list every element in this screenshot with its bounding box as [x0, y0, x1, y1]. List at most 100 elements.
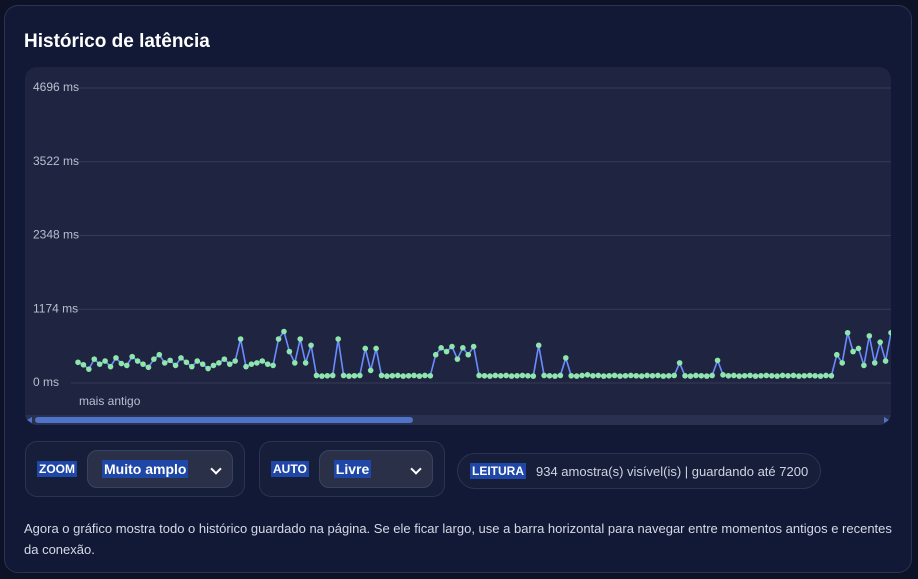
latency-point — [850, 348, 856, 355]
latency-point — [806, 372, 813, 379]
latency-card: Histórico de latência 0 ms 1174 ms 2348 ms… — [4, 5, 912, 573]
latency-point — [465, 351, 472, 358]
control-label: AUTO — [271, 461, 309, 477]
latency-point — [774, 373, 780, 379]
latency-point — [226, 361, 233, 367]
zoom-select[interactable]: Muito amplo — [87, 450, 233, 488]
latency-point — [600, 373, 607, 379]
latency-point — [107, 363, 114, 370]
latency-point — [264, 361, 271, 367]
latency-point — [628, 372, 634, 379]
latency-point — [861, 362, 867, 369]
scroll-right[interactable] — [884, 417, 889, 423]
chart: 0 ms 1174 ms 2348 ms 3522 ms 4696 ms mais ant… — [25, 67, 891, 425]
latency-point — [476, 372, 482, 379]
latency-point — [563, 355, 569, 361]
latency-point — [432, 351, 439, 358]
latency-point — [275, 336, 282, 342]
latency-point — [622, 372, 629, 379]
latency-point — [801, 372, 808, 379]
latency-point — [292, 360, 298, 366]
latency-point — [118, 360, 125, 367]
latency-point — [205, 365, 211, 372]
latency-point — [400, 373, 407, 379]
latency-point — [828, 372, 835, 379]
latency-point — [346, 373, 352, 379]
latency-point — [812, 372, 818, 379]
latency-point — [481, 372, 488, 379]
latency-point — [611, 372, 618, 379]
latency-point — [340, 372, 347, 379]
latency-point — [80, 361, 87, 368]
latency-point — [768, 372, 775, 379]
latency-point — [449, 343, 455, 350]
latency-point — [508, 373, 515, 379]
latency-point — [541, 372, 547, 379]
latency-point — [790, 372, 797, 379]
latency-point — [796, 373, 802, 379]
latency-point — [189, 363, 195, 370]
latency-point — [687, 373, 694, 379]
scrollbar-thumb[interactable] — [35, 417, 413, 423]
latency-point — [357, 372, 363, 379]
latency-point — [302, 360, 309, 366]
latency-point — [644, 372, 650, 379]
latency-point — [443, 348, 450, 355]
latency-point — [405, 372, 412, 379]
latency-point — [102, 358, 108, 364]
y-tick-label: 2348 ms — [33, 228, 79, 242]
latency-point — [839, 360, 846, 366]
latency-point — [720, 372, 726, 378]
latency-point — [649, 372, 656, 379]
latency-point — [671, 372, 677, 379]
latency-point — [709, 372, 715, 379]
latency-point — [145, 364, 152, 371]
scrollbar-track[interactable] — [25, 415, 891, 425]
latency-point — [519, 372, 526, 379]
latency-point — [725, 372, 732, 379]
auto-select[interactable]: Livre — [318, 450, 433, 488]
latency-point — [703, 373, 710, 379]
latency-point — [779, 372, 786, 379]
latency-point — [243, 363, 249, 370]
latency-point — [75, 359, 81, 366]
latency-point — [351, 372, 358, 379]
latency-point — [834, 351, 840, 358]
latency-point — [785, 372, 791, 379]
latency-point — [156, 351, 163, 358]
latency-point — [134, 358, 141, 364]
latency-point — [595, 372, 602, 379]
latency-point — [362, 345, 369, 352]
latency-point — [254, 360, 260, 366]
latency-point — [319, 373, 325, 379]
latency-point — [590, 372, 596, 379]
latency-point — [503, 372, 509, 379]
y-tick-label: 4696 ms — [33, 80, 79, 94]
latency-point — [281, 328, 287, 335]
latency-point — [633, 372, 640, 379]
latency-point — [172, 362, 179, 369]
latency-point — [129, 353, 135, 360]
latency-point — [335, 336, 341, 342]
latency-point — [210, 362, 217, 369]
scroll-left[interactable] — [27, 417, 32, 423]
latency-point — [324, 372, 331, 379]
latency-point — [286, 348, 293, 355]
latency-point — [248, 361, 255, 367]
latency-point — [487, 373, 493, 379]
latency-point — [573, 373, 580, 379]
zoom-control: ZOOM Muito amplo — [25, 441, 245, 497]
latency-point — [140, 361, 146, 367]
latency-point — [557, 372, 564, 379]
latency-point — [178, 355, 184, 361]
latency-point — [313, 372, 320, 379]
latency-point — [525, 372, 531, 379]
latency-point — [194, 358, 201, 364]
latency-point — [91, 356, 98, 362]
card-title: Histórico de latência — [24, 31, 210, 52]
latency-point — [113, 355, 119, 361]
latency-point — [741, 372, 748, 379]
y-tick-label: 0 ms — [33, 375, 59, 389]
latency-point — [378, 372, 385, 379]
